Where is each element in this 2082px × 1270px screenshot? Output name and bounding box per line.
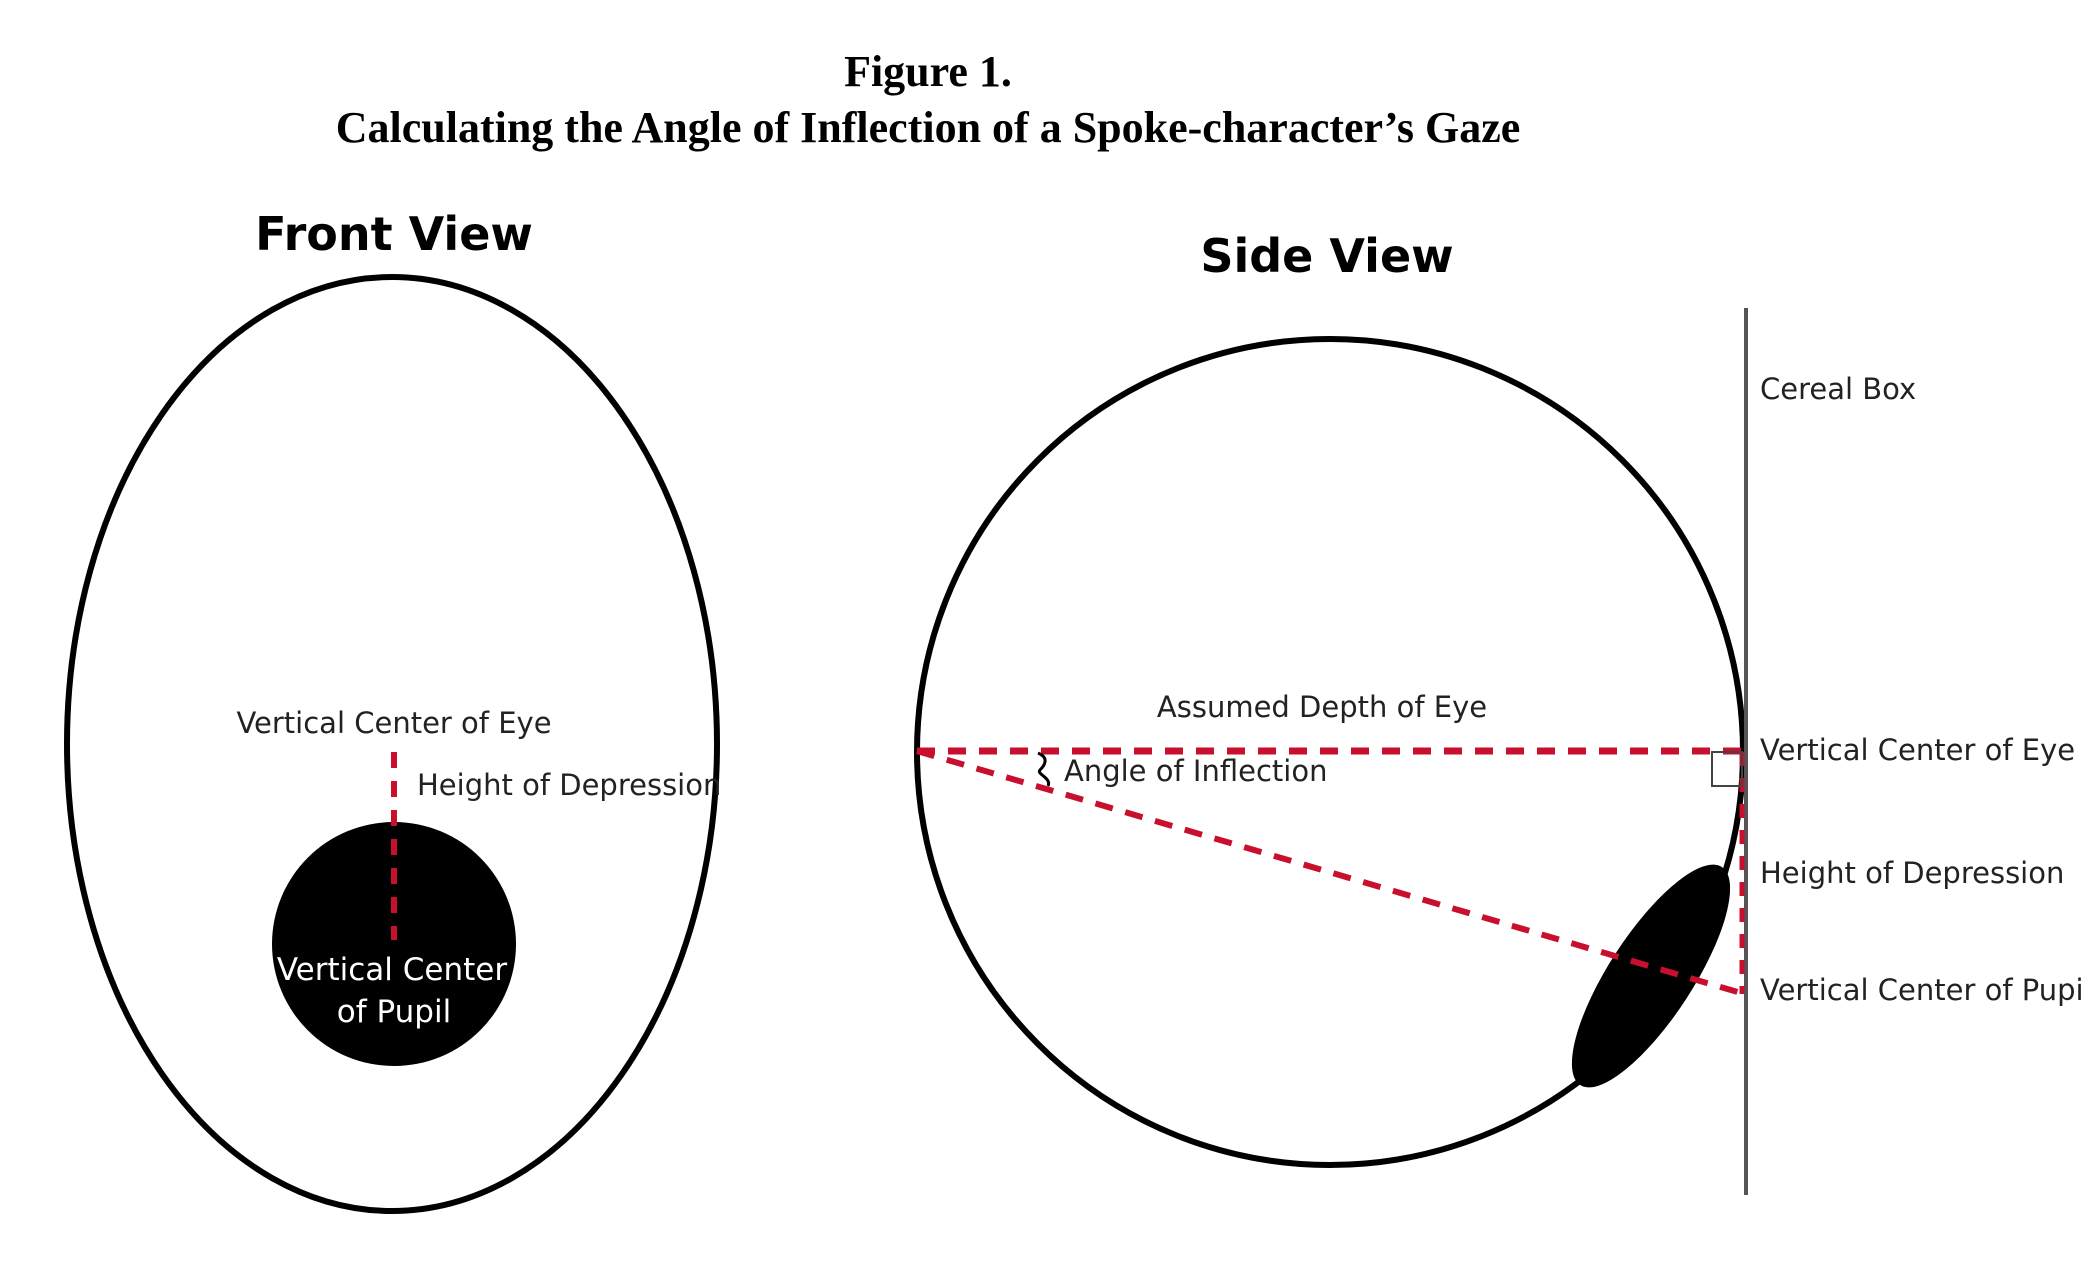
side-view-title: Side View — [1200, 229, 1453, 283]
front-view-height-of-depression-label: Height of Depression — [417, 768, 721, 802]
front-view-pupil-label-line2: of Pupil — [337, 994, 451, 1030]
gaze-line — [916, 748, 1742, 996]
front-view-vertical-center-of-eye-label: Vertical Center of Eye — [236, 706, 551, 740]
side-view-vertical-center-of-eye-label: Vertical Center of Eye — [1760, 733, 2075, 767]
figure-header: Figure 1. Calculating the Angle of Infle… — [0, 44, 1856, 156]
assumed-depth-label: Assumed Depth of Eye — [1157, 690, 1487, 724]
angle-of-inflection-label: Angle of Inflection — [1064, 754, 1327, 788]
side-view-vertical-center-of-pupil-label: Vertical Center of Pupil — [1760, 973, 2082, 1007]
front-view-eye-outline — [64, 274, 720, 1214]
cereal-box-label: Cereal Box — [1760, 372, 1916, 406]
angle-brace-icon — [1037, 751, 1051, 787]
right-angle-marker — [1711, 751, 1743, 787]
front-view-pupil — [272, 822, 516, 1066]
side-view-height-of-depression-label: Height of Depression — [1760, 856, 2064, 890]
figure-number: Figure 1. — [844, 47, 1012, 96]
side-view-pupil — [1571, 864, 1731, 1088]
front-view-title: Front View — [255, 207, 533, 261]
figure-title: Calculating the Angle of Inflection of a… — [335, 103, 1521, 152]
front-view-pupil-label-line1: Vertical Center — [277, 952, 507, 988]
